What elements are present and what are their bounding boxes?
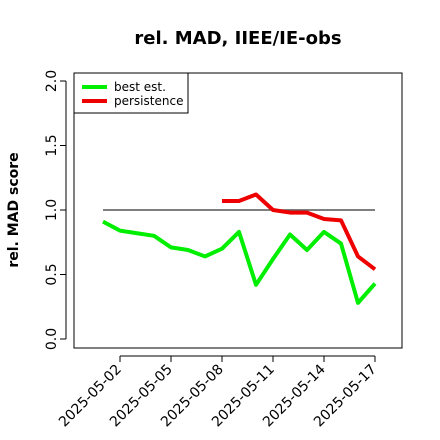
plot-frame <box>73 72 403 349</box>
legend: best est. persistence <box>73 72 189 114</box>
chart-title: rel. MAD, IIEE/IE-obs <box>134 28 341 49</box>
series-layer <box>102 192 377 305</box>
y-tick-label: 2.0 <box>44 70 60 92</box>
x-axis: 2025-05-022025-05-052025-05-082025-05-11… <box>56 355 380 430</box>
series-line-persistence <box>222 192 377 271</box>
legend-label-persistence: persistence <box>114 94 183 108</box>
legend-box <box>73 72 189 114</box>
y-axis-label: rel. MAD score <box>6 152 22 267</box>
legend-label-best-est: best est. <box>114 80 166 94</box>
series-line-best-est <box>102 219 377 305</box>
y-tick-label: 0.5 <box>44 263 60 285</box>
y-tick-label: 1.5 <box>44 134 60 156</box>
y-axis: 0.0 0.5 1.0 1.5 2.0 <box>44 70 67 350</box>
y-tick-label: 1.0 <box>44 199 60 221</box>
y-tick-label: 0.0 <box>44 328 60 350</box>
